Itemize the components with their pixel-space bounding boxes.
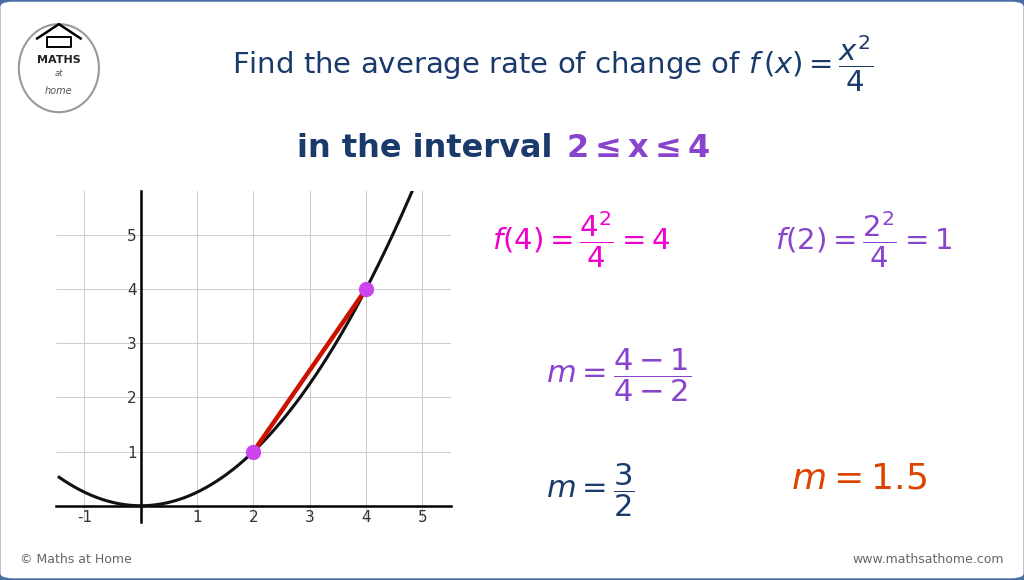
Text: © Maths at Home: © Maths at Home <box>20 553 132 566</box>
Text: $m = \dfrac{4-1}{4-2}$: $m = \dfrac{4-1}{4-2}$ <box>546 347 691 404</box>
Text: $f(2) = \dfrac{2^2}{4} = 1$: $f(2) = \dfrac{2^2}{4} = 1$ <box>774 210 951 270</box>
Text: home: home <box>45 86 73 96</box>
Text: $f(4) = \dfrac{4^2}{4} = 4$: $f(4) = \dfrac{4^2}{4} = 4$ <box>493 210 671 270</box>
Text: $m = \dfrac{3}{2}$: $m = \dfrac{3}{2}$ <box>546 462 634 519</box>
Text: $\mathbf{2 \leq x \leq 4}$: $\mathbf{2 \leq x \leq 4}$ <box>566 133 711 164</box>
Text: $m = 1.5$: $m = 1.5$ <box>791 462 927 496</box>
Circle shape <box>18 24 99 112</box>
Text: Find the average rate of change of $f\,(x) = \dfrac{x^2}{4}$: Find the average rate of change of $f\,(… <box>232 34 873 94</box>
Text: in the interval: in the interval <box>297 133 553 164</box>
Text: www.mathsathome.com: www.mathsathome.com <box>852 553 1004 566</box>
Text: at: at <box>54 70 63 78</box>
Text: MATHS: MATHS <box>37 55 81 64</box>
